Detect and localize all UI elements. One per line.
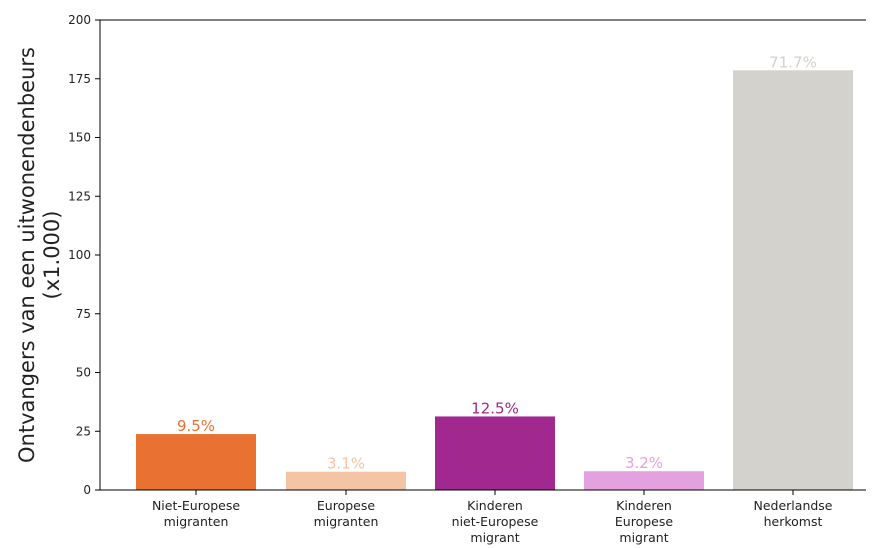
bar-value-label: 3.1% (327, 455, 365, 473)
y-tick-label: 75 (76, 307, 91, 321)
bars (136, 70, 853, 490)
x-tick-label: Kinderen Europese migrant (615, 498, 673, 545)
y-tick-label: 0 (83, 483, 91, 497)
y-tick-label: 150 (68, 131, 91, 145)
y-axis-title: Ontvangers van een uitwonendenbeurs(x1.0… (15, 47, 64, 463)
bar (136, 434, 256, 490)
y-tick-label: 175 (68, 72, 91, 86)
x-tick-label-line: Europese (615, 514, 673, 529)
x-tick-label-line: migranten (314, 514, 379, 529)
y-tick-label: 200 (68, 13, 91, 27)
x-tick-label: Nederlandse herkomst (754, 498, 833, 529)
bar-value-label: 9.5% (177, 417, 215, 435)
x-tick-label: Kinderen niet-Europese migrant (452, 498, 539, 545)
y-axis: 0 25 50 75 100 125 150 175 200 (68, 13, 866, 497)
bar (584, 471, 704, 490)
y-axis-label-line: Ontvangers van een uitwonendenbeurs (15, 47, 39, 463)
y-tick-label: 100 (68, 248, 91, 262)
y-tick-label: 50 (76, 366, 91, 380)
x-tick-label-line: Kinderen (616, 498, 672, 513)
x-tick-label-line: Kinderen (467, 498, 523, 513)
x-tick-label-line: migrant (470, 530, 519, 545)
y-axis-label-line: (x1.000) (40, 211, 64, 300)
x-tick-label-line: migrant (619, 530, 668, 545)
bar (733, 70, 853, 490)
y-tick-label: 125 (68, 189, 91, 203)
bar-value-label: 71.7% (769, 53, 817, 71)
x-tick-label: Niet-Europese migranten (152, 498, 240, 529)
x-tick-label-line: Nederlandse (754, 498, 833, 513)
bar-value-label: 3.2% (625, 454, 663, 472)
x-tick-label-line: niet-Europese (452, 514, 539, 529)
bar (286, 471, 406, 490)
x-tick-label-line: migranten (164, 514, 229, 529)
bar-value-labels: 9.5% 3.1% 12.5% 3.2% 71.7% (177, 53, 817, 472)
x-tick-label: Europese migranten (314, 498, 379, 529)
bar (435, 416, 555, 490)
y-axis-label: Ontvangers van een uitwonendenbeurs(x1.0… (15, 47, 64, 463)
bar-value-label: 12.5% (471, 399, 519, 417)
x-tick-label-line: herkomst (764, 514, 823, 529)
x-tick-label-line: Niet-Europese (152, 498, 240, 513)
y-tick-label: 25 (76, 424, 91, 438)
x-tick-label-line: Europese (317, 498, 375, 513)
